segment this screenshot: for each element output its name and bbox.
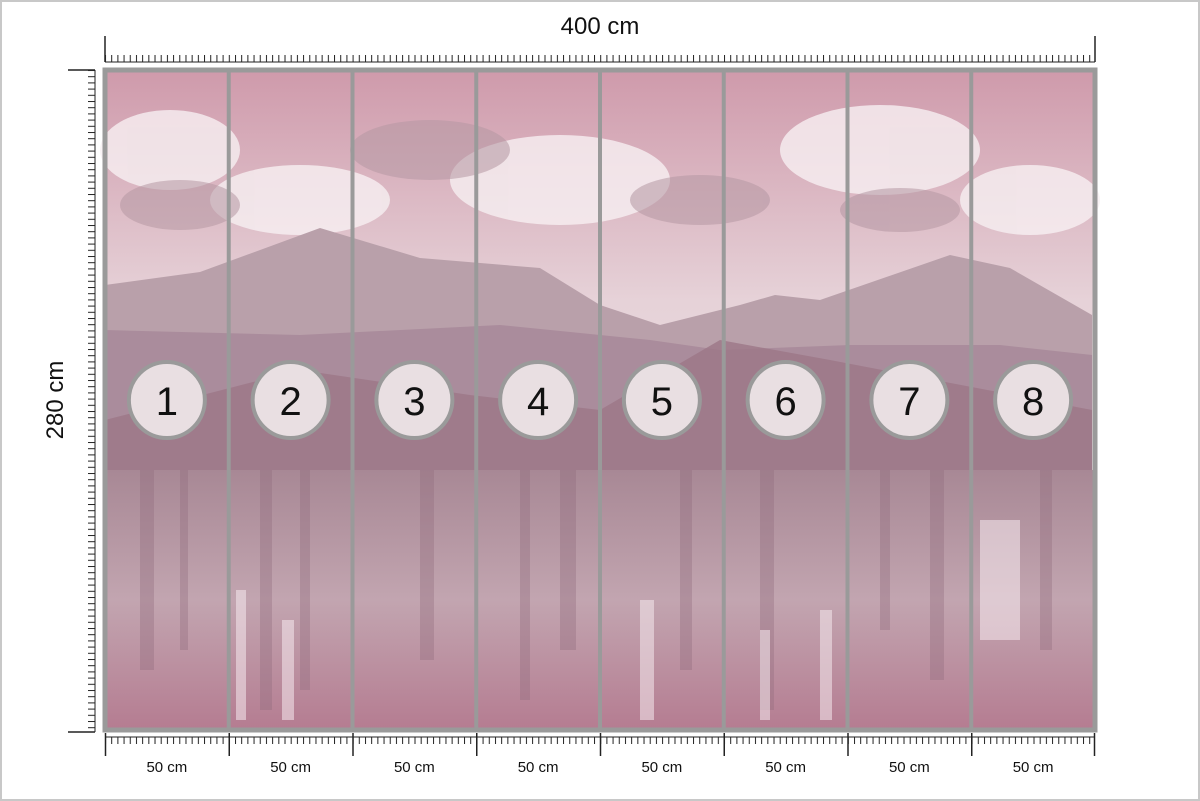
panel-width-label: 50 cm: [270, 759, 311, 776]
panel-badge: [126, 360, 207, 440]
panel-width-label: 50 cm: [765, 759, 806, 776]
top-ruler: [104, 36, 1096, 63]
panel-badge: [745, 360, 826, 440]
width-label: 400 cm: [561, 13, 640, 40]
panel-number: 7: [898, 380, 920, 424]
left-ruler: [68, 69, 96, 733]
panel-width-label: 50 cm: [394, 759, 435, 776]
panel-width-label: 50 cm: [146, 759, 187, 776]
panel-badge: [498, 360, 579, 440]
panel-badge: [869, 360, 950, 440]
panel-number: 3: [403, 380, 425, 424]
panel-badge: [374, 360, 455, 440]
panels: 1 2 3 4 5 6 7 8: [126, 70, 1074, 730]
panel-number: 8: [1022, 380, 1044, 424]
panel-number: 2: [280, 380, 302, 424]
panel-width-label: 50 cm: [1013, 759, 1054, 776]
panel-number: 4: [527, 380, 549, 424]
panel-number: 1: [156, 380, 178, 424]
height-label: 280 cm: [42, 361, 69, 440]
panel-badge: [250, 360, 331, 440]
panel-width-label: 50 cm: [889, 759, 930, 776]
panel-width-label: 50 cm: [518, 759, 559, 776]
panel-number: 6: [775, 380, 797, 424]
panel-badge: [621, 360, 702, 440]
panel-number: 5: [651, 380, 673, 424]
panel-badge: [993, 360, 1074, 440]
panel-width-label: 50 cm: [641, 759, 682, 776]
